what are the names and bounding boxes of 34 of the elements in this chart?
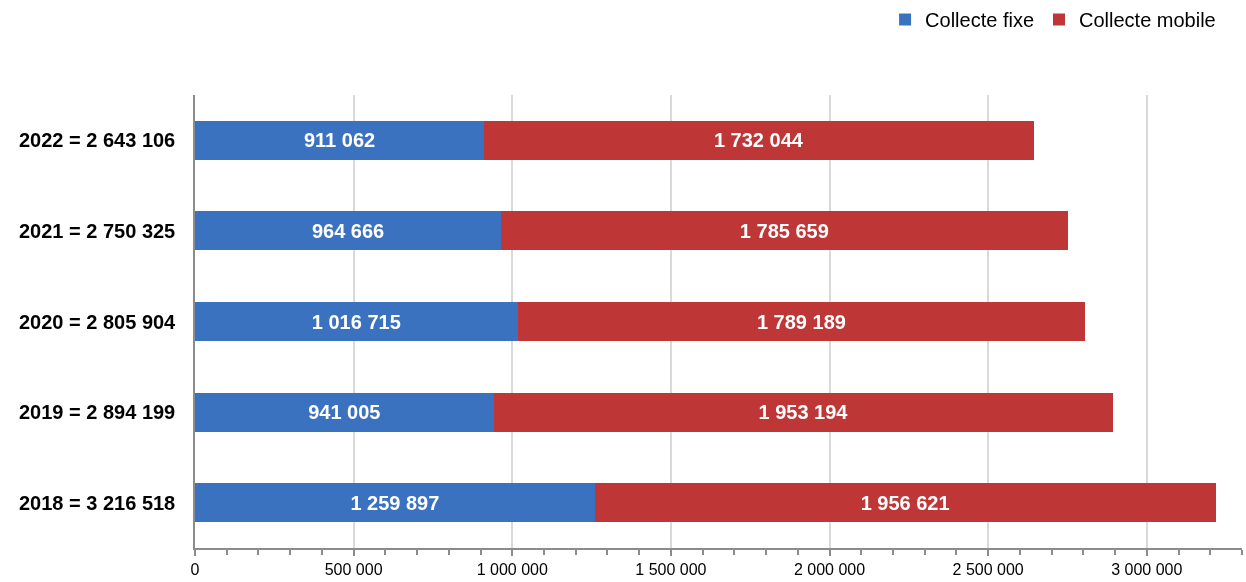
data-label: 1 732 044 (713, 129, 804, 152)
bar (195, 483, 595, 523)
bar (501, 211, 1068, 251)
data-label: 964 666 (311, 219, 385, 242)
bar (195, 120, 485, 160)
x-tick-label: 0 (190, 560, 200, 578)
bar (517, 302, 1086, 341)
y-tick-label: 2018 = 3 216 518 (18, 491, 176, 514)
x-tick-label: 3 000 000 (1111, 560, 1183, 578)
data-label: 1 785 659 (739, 219, 829, 242)
y-tick-label: 2022 = 2 643 106 (18, 129, 176, 152)
data-label: 941 005 (308, 401, 381, 424)
bar (195, 392, 494, 432)
legend-label: Collecte fixe (925, 9, 1035, 32)
bar (484, 120, 1034, 160)
y-tick-label: 2019 = 2 894 199 (18, 401, 176, 424)
bar (493, 392, 1114, 432)
y-tick-label: 2021 = 2 750 325 (18, 219, 176, 242)
x-tick-label: 1 000 000 (476, 560, 548, 578)
data-label: 1 953 194 (758, 401, 849, 424)
x-tick-label: 500 000 (324, 560, 383, 578)
bar (594, 483, 1216, 523)
data-label: 1 259 897 (350, 491, 440, 514)
bar (195, 211, 502, 251)
x-tick-label: 2 500 000 (952, 560, 1024, 578)
bar (195, 302, 518, 341)
data-label: 911 062 (303, 129, 376, 152)
x-tick-label: 1 500 000 (635, 560, 707, 578)
data-label: 1 789 189 (756, 310, 846, 333)
y-tick-label: 2020 = 2 805 904 (18, 310, 177, 333)
x-tick-label: 2 000 000 (793, 560, 866, 578)
legend-label: Collecte mobile (1079, 9, 1216, 32)
data-label: 1 956 621 (860, 491, 950, 514)
data-label: 1 016 715 (311, 310, 401, 333)
